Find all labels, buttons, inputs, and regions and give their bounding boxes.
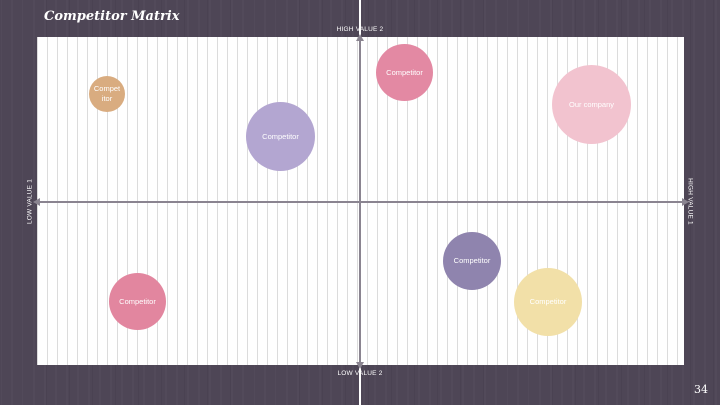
page-number: 34 [694,383,708,396]
competitor-bubble[interactable]: Competitor [514,268,582,336]
arrow-left-icon [33,198,40,206]
slide-title: Competitor Matrix [44,9,180,24]
axis-label-bottom: LOW VALUE 2 [337,370,383,377]
axis-label-top: HIGH VALUE 2 [336,26,384,33]
competitor-bubble[interactable]: Competitor [376,44,433,101]
competitor-bubble[interactable]: Compet itor [89,76,125,112]
horizontal-axis [37,201,683,203]
our-company-bubble[interactable]: Our company [552,65,631,144]
arrow-up-icon [356,34,364,41]
arrow-down-icon [356,362,364,369]
arrow-right-icon [682,198,689,206]
competitor-bubble[interactable]: Competitor [443,232,501,290]
competitor-bubble[interactable]: Competitor [109,273,166,330]
axis-label-left: LOW VALUE 1 [26,178,34,225]
axis-label-right: HIGH VALUE 1 [686,178,694,225]
competitor-bubble[interactable]: Competitor [246,102,315,171]
